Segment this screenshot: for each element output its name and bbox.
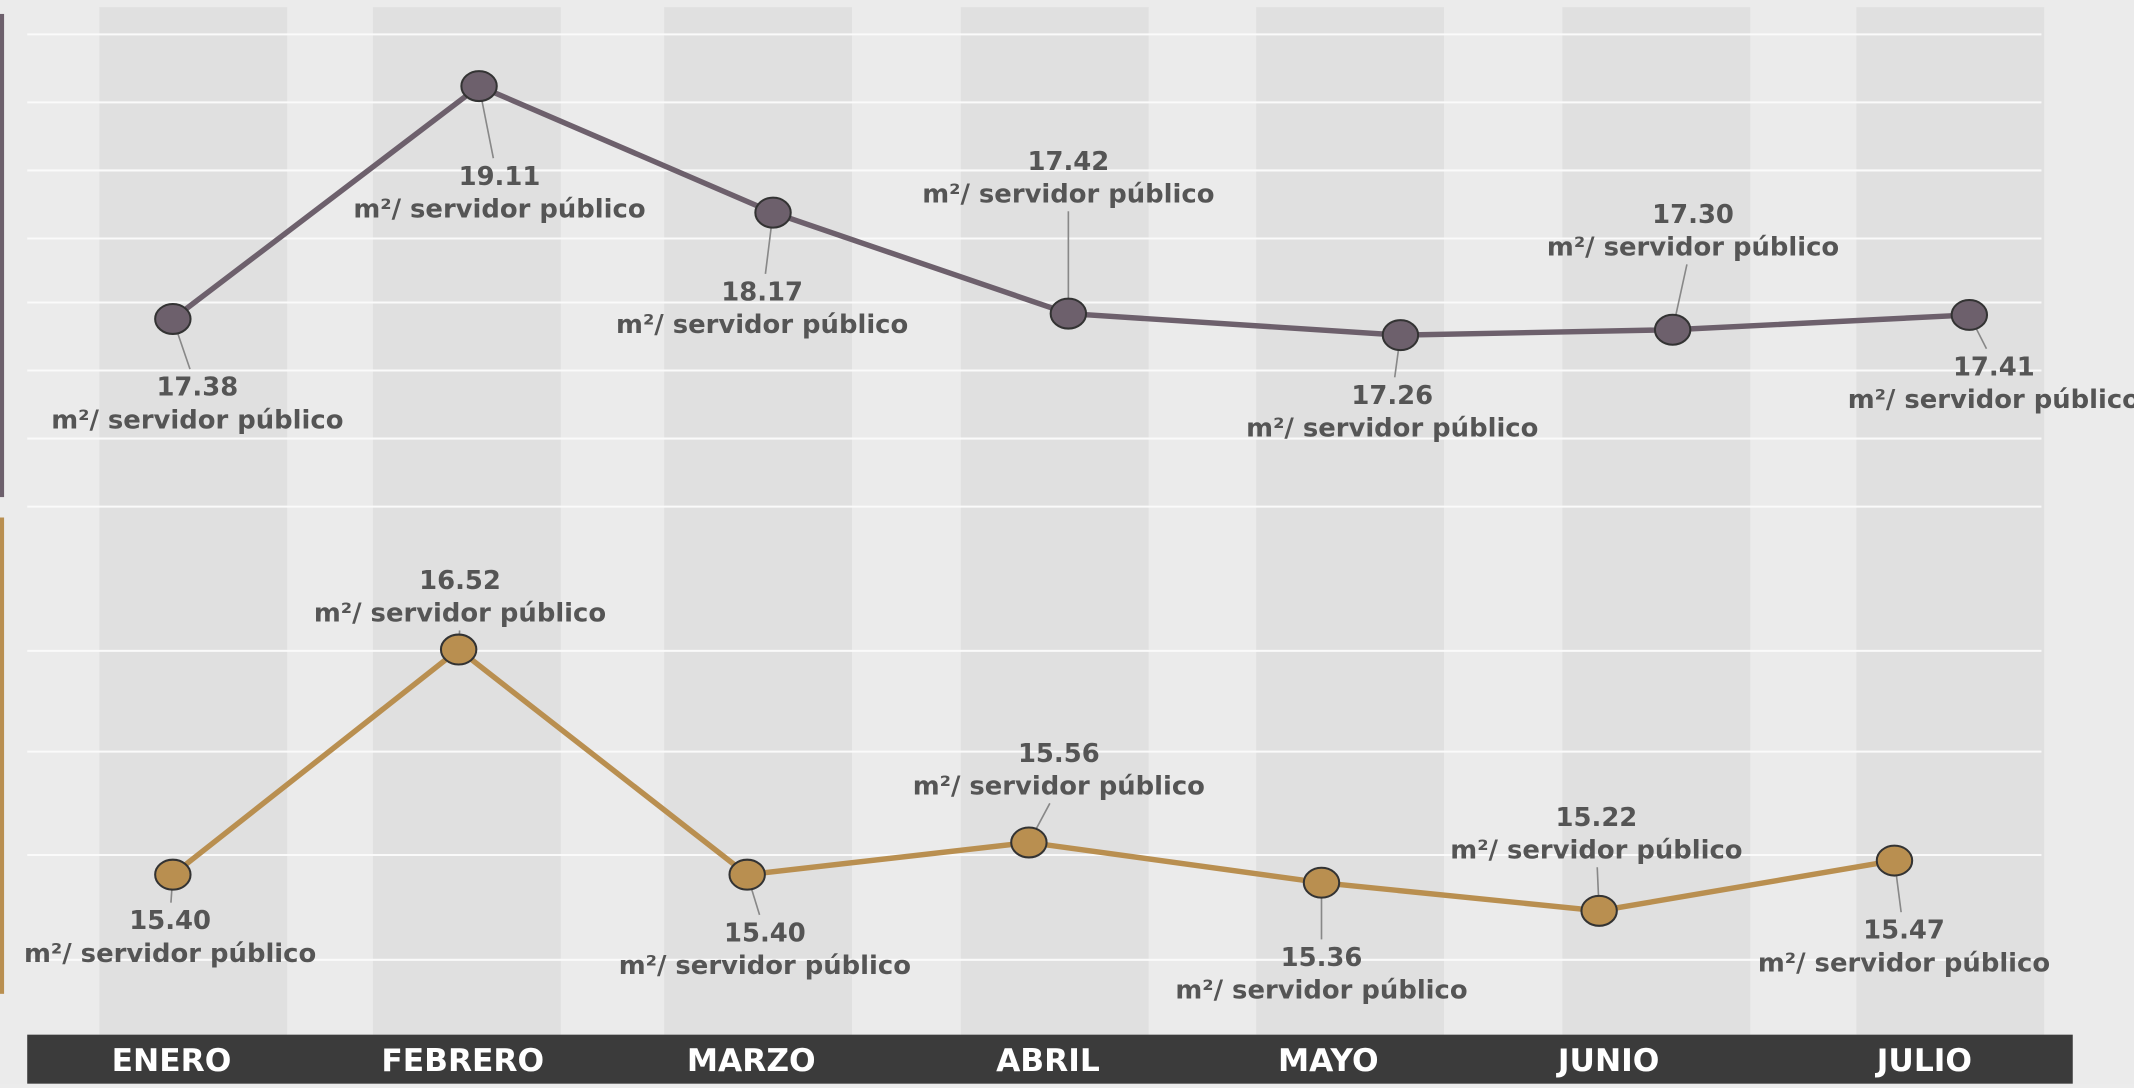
- value-label: 15.36: [1281, 943, 1363, 973]
- value-label: 15.40: [724, 918, 806, 948]
- point: [728, 858, 766, 891]
- value-label: 17.41: [1953, 352, 2035, 382]
- month-bar: [27, 1034, 2073, 1084]
- background-lines: [27, 33, 2042, 961]
- value-label: 15.22: [1556, 803, 1638, 833]
- unit-label: m²/ servidor público: [51, 405, 343, 435]
- point: [1653, 313, 1692, 346]
- unit-label: m²/ servidor público: [1246, 414, 1538, 444]
- point: [754, 196, 792, 229]
- point: [439, 633, 478, 666]
- point: [1875, 844, 1914, 877]
- x-tick-label: FEBRERO: [381, 1043, 544, 1079]
- unit-label: m²/ servidor público: [1175, 976, 1467, 1006]
- x-tick-label: ENERO: [112, 1043, 232, 1079]
- x-tick-label: MAYO: [1278, 1043, 1379, 1079]
- point: [1381, 319, 1420, 352]
- value-label: 17.26: [1351, 381, 1433, 411]
- value-label: 15.40: [129, 906, 211, 936]
- value-label: 18.17: [721, 277, 803, 307]
- stripe: [372, 7, 561, 1035]
- unit-label: m²/ servidor público: [1547, 233, 1839, 263]
- x-tick-label: JULIO: [1875, 1043, 1972, 1079]
- value-label: 17.38: [156, 373, 238, 403]
- unit-label: m²/ servidor público: [24, 939, 316, 969]
- unit-label: m²/ servidor público: [1758, 948, 2050, 978]
- point: [154, 858, 192, 891]
- point: [1950, 298, 1989, 331]
- unit-label: m²/ servidor público: [1848, 385, 2134, 415]
- unit-label: m²/ servidor público: [913, 771, 1205, 801]
- point: [1010, 826, 1048, 859]
- stripe: [1256, 7, 1444, 1035]
- point: [460, 70, 498, 103]
- unit-label: m²/ servidor público: [922, 179, 1214, 209]
- value-label: 15.56: [1018, 739, 1100, 769]
- value-label: 16.52: [419, 566, 501, 596]
- unit-label: m²/ servidor público: [1450, 835, 1742, 865]
- stripe: [1562, 7, 1751, 1035]
- value-label: 15.47: [1863, 916, 1945, 946]
- stripe: [99, 7, 288, 1035]
- unit-label: m²/ servidor público: [353, 194, 645, 224]
- value-label: 17.42: [1027, 147, 1109, 177]
- value-label: 19.11: [459, 162, 541, 192]
- stripe: [960, 7, 1149, 1035]
- point: [154, 302, 192, 335]
- point: [1049, 297, 1088, 330]
- value-label: 17.30: [1652, 200, 1734, 230]
- accent-bar: [0, 517, 5, 994]
- point: [1580, 894, 1618, 927]
- unit-label: m²/ servidor público: [314, 599, 606, 629]
- unit-label: m²/ servidor público: [616, 310, 908, 340]
- x-tick-label: MARZO: [687, 1043, 816, 1079]
- point: [1302, 866, 1341, 899]
- unit-label: m²/ servidor público: [619, 951, 911, 981]
- accent-bar: [0, 13, 5, 498]
- x-tick-label: JUNIO: [1556, 1043, 1660, 1079]
- stripe: [1856, 7, 2045, 1035]
- x-tick-label: ABRIL: [996, 1043, 1100, 1079]
